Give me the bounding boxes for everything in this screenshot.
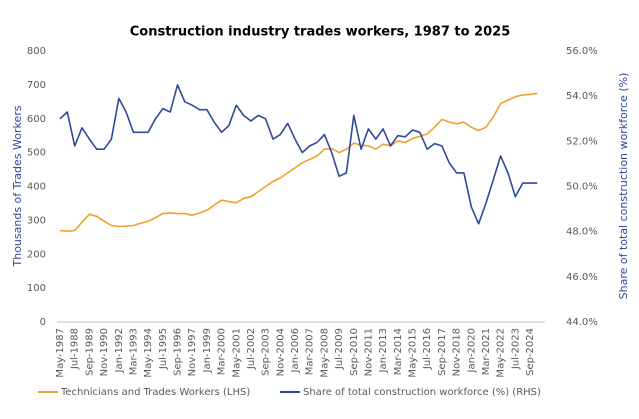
x-tick-label: Nov-2011: [363, 328, 374, 376]
x-tick-label: Jan-2020: [466, 328, 477, 373]
x-tick-label: Sep-2017: [437, 328, 448, 376]
x-tick-label: Jan-1999: [202, 328, 213, 373]
x-tick-label: Sep-1996: [173, 328, 184, 376]
x-tick-label: Nov-2004: [275, 328, 286, 376]
y2-tick-label: 44.0%: [566, 317, 598, 328]
y-tick-label: 200: [27, 249, 46, 260]
y-tick-label: 400: [27, 182, 46, 193]
x-tick-label: May-2008: [319, 328, 330, 378]
y2-tick-label: 52.0%: [566, 136, 598, 147]
legend-label: Share of total construction workforce (%…: [303, 387, 541, 398]
x-tick-label: May-2022: [496, 328, 507, 378]
y2-axis-title: Share of total construction workforce (%…: [617, 73, 630, 300]
y2-tick-label: 56.0%: [566, 46, 598, 57]
series-line: [59, 92, 538, 232]
y-tick-label: 700: [27, 80, 46, 91]
x-tick-label: Jan-1992: [114, 328, 125, 373]
legend-label: Technicians and Trades Workers (LHS): [60, 387, 250, 398]
y2-tick-label: 48.0%: [566, 227, 598, 238]
x-tick-label: Mar-2014: [393, 328, 404, 375]
x-tick-label: Mar-1993: [128, 328, 139, 375]
y2-tick-label: 54.0%: [566, 91, 598, 102]
y-tick-label: 600: [27, 114, 46, 125]
y-tick-label: 100: [27, 283, 46, 294]
x-tick-label: Mar-2007: [305, 328, 316, 375]
x-tick-label: Jan-2013: [378, 328, 389, 373]
x-tick-label: May-2015: [408, 328, 419, 378]
chart-title: Construction industry trades workers, 19…: [130, 25, 511, 40]
x-tick-label: Jul-1995: [158, 328, 169, 370]
x-tick-label: May-2001: [231, 328, 242, 378]
y-tick-label: 500: [27, 148, 46, 159]
x-tick-label: Jul-2009: [334, 328, 345, 370]
x-tick-label: Sep-2010: [349, 328, 360, 376]
x-tick-label: Jul-2016: [422, 328, 433, 370]
x-tick-label: May-1987: [55, 328, 66, 378]
x-tick-label: Nov-1997: [187, 328, 198, 376]
x-tick-label: Jan-2006: [290, 328, 301, 373]
x-tick-label: Jul-2002: [246, 328, 257, 370]
y-tick-label: 800: [27, 46, 46, 57]
x-tick-label: Nov-2018: [452, 328, 463, 376]
x-tick-label: Mar-2021: [481, 328, 492, 375]
x-tick-label: Jul-2023: [510, 328, 521, 370]
x-tick-label: May-1994: [143, 328, 154, 378]
y2-tick-label: 46.0%: [566, 272, 598, 283]
y-tick-label: 0: [40, 317, 46, 328]
series-line: [59, 84, 538, 225]
y2-tick-label: 50.0%: [566, 182, 598, 193]
x-tick-label: Mar-2000: [217, 328, 228, 375]
x-tick-label: Sep-2024: [525, 328, 536, 376]
x-tick-label: Sep-1989: [84, 328, 95, 376]
x-tick-label: Sep-2003: [261, 328, 272, 376]
y-tick-label: 300: [27, 215, 46, 226]
y-axis-title: Thousands of Trades Workers: [11, 105, 24, 267]
x-tick-label: Nov-1990: [99, 328, 110, 376]
x-tick-label: Jul-1988: [70, 328, 81, 370]
